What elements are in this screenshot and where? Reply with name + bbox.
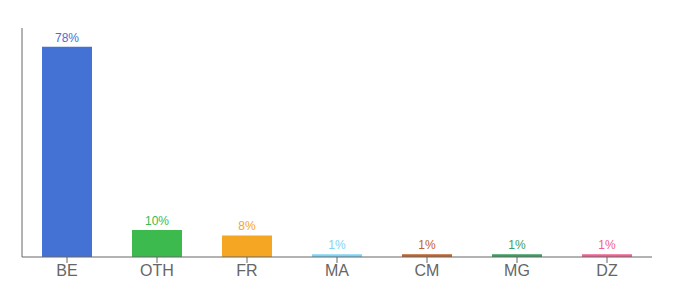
svg-text:DZ: DZ (596, 262, 618, 279)
svg-text:1%: 1% (328, 238, 346, 252)
svg-text:1%: 1% (418, 238, 436, 252)
svg-text:10%: 10% (145, 214, 169, 228)
svg-text:CM: CM (415, 262, 440, 279)
svg-text:OTH: OTH (140, 262, 174, 279)
svg-text:MG: MG (504, 262, 530, 279)
svg-text:MA: MA (325, 262, 349, 279)
svg-text:8%: 8% (238, 219, 256, 233)
svg-text:1%: 1% (598, 238, 616, 252)
svg-text:BE: BE (56, 262, 77, 279)
svg-text:FR: FR (236, 262, 257, 279)
svg-text:78%: 78% (55, 31, 79, 45)
svg-text:1%: 1% (508, 238, 526, 252)
